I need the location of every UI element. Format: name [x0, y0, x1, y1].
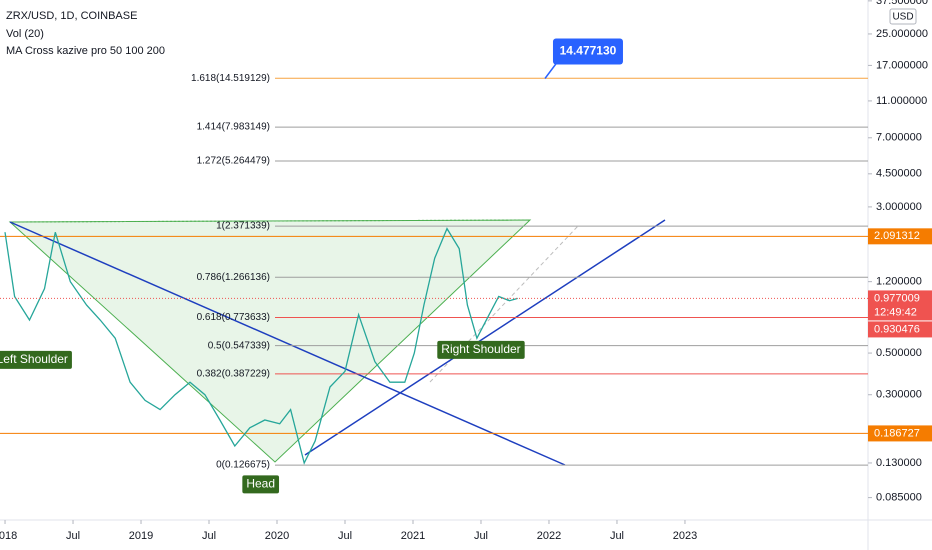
fib-label: 1.414(7.983149)	[197, 122, 270, 133]
y-tick-label: 3.000000	[876, 201, 922, 213]
x-tick-label: Jul	[202, 530, 216, 542]
x-tick-label: 2022	[537, 530, 561, 542]
x-tick-label: 2018	[0, 530, 17, 542]
callout-text: 14.477130	[560, 44, 617, 58]
x-tick-label: Jul	[66, 530, 80, 542]
pattern-label-box	[437, 340, 525, 359]
price-label-box	[868, 228, 932, 245]
prev-price-label: 0.930476	[874, 323, 920, 335]
fib-label: 0.618(0.773633)	[197, 312, 270, 323]
fib-label: 1(2.371339)	[216, 221, 270, 232]
prev-price-box	[868, 321, 932, 338]
y-tick-label: 0.085000	[876, 492, 922, 504]
y-tick-label: 0.500000	[876, 347, 922, 359]
x-tick-label: 2019	[129, 530, 153, 542]
pattern-label: Left Shoulder	[0, 352, 68, 366]
last-price-label: 0.977009	[874, 292, 920, 304]
neckline	[9, 219, 531, 223]
x-tick-label: 2021	[401, 530, 425, 542]
price-label: 0.186727	[874, 427, 920, 439]
pattern-label-box	[242, 475, 280, 494]
fib-label: 0.5(0.547339)	[208, 340, 270, 351]
pattern-label: Head	[246, 477, 275, 491]
x-tick-label: 2020	[265, 530, 289, 542]
y-tick-label: 25.000000	[876, 28, 928, 40]
callout-pointer	[544, 62, 558, 79]
pattern-label-box	[0, 350, 72, 369]
price-label: 2.091312	[874, 230, 920, 242]
y-tick-label: 4.500000	[876, 168, 922, 180]
fib-label: 0.382(0.387229)	[197, 369, 270, 380]
price-label-box	[868, 425, 932, 442]
y-tick-label: 37.500000	[876, 0, 928, 7]
y-tick-label: 1.200000	[876, 276, 922, 288]
price-line-series	[4, 227, 518, 465]
y-tick-label: 17.000000	[876, 59, 928, 71]
y-tick-label: 0.130000	[876, 457, 922, 469]
trend-line-up	[304, 219, 666, 456]
x-tick-label: 2023	[673, 530, 697, 542]
y-tick-label: 7.000000	[876, 132, 922, 144]
fib-label: 0.786(1.266136)	[197, 272, 270, 283]
y-tick-label: 0.300000	[876, 389, 922, 401]
countdown: 12:49:42	[874, 306, 917, 318]
currency[interactable]: USD	[892, 12, 913, 23]
indicator-label: MA Cross kazive pro 50 100 200	[6, 45, 165, 57]
fib-label: 1.272(5.264479)	[197, 156, 270, 167]
fib-label: 0(0.126675)	[216, 460, 270, 471]
currency-box[interactable]	[889, 8, 917, 25]
fib-label: 1.618(14.519129)	[191, 73, 270, 84]
y-tick-label: 11.000000	[876, 95, 927, 107]
indicator-label: Vol (20)	[6, 28, 44, 40]
pattern-label: Right Shoulder	[441, 342, 520, 356]
last-price-box	[868, 290, 932, 321]
x-tick-label: Jul	[610, 530, 624, 542]
chart-title: ZRX/USD, 1D, COINBASE	[6, 10, 137, 22]
trend-line-down	[9, 221, 566, 466]
callout-box	[552, 38, 623, 65]
x-tick-label: Jul	[474, 530, 488, 542]
x-tick-label: Jul	[338, 530, 352, 542]
